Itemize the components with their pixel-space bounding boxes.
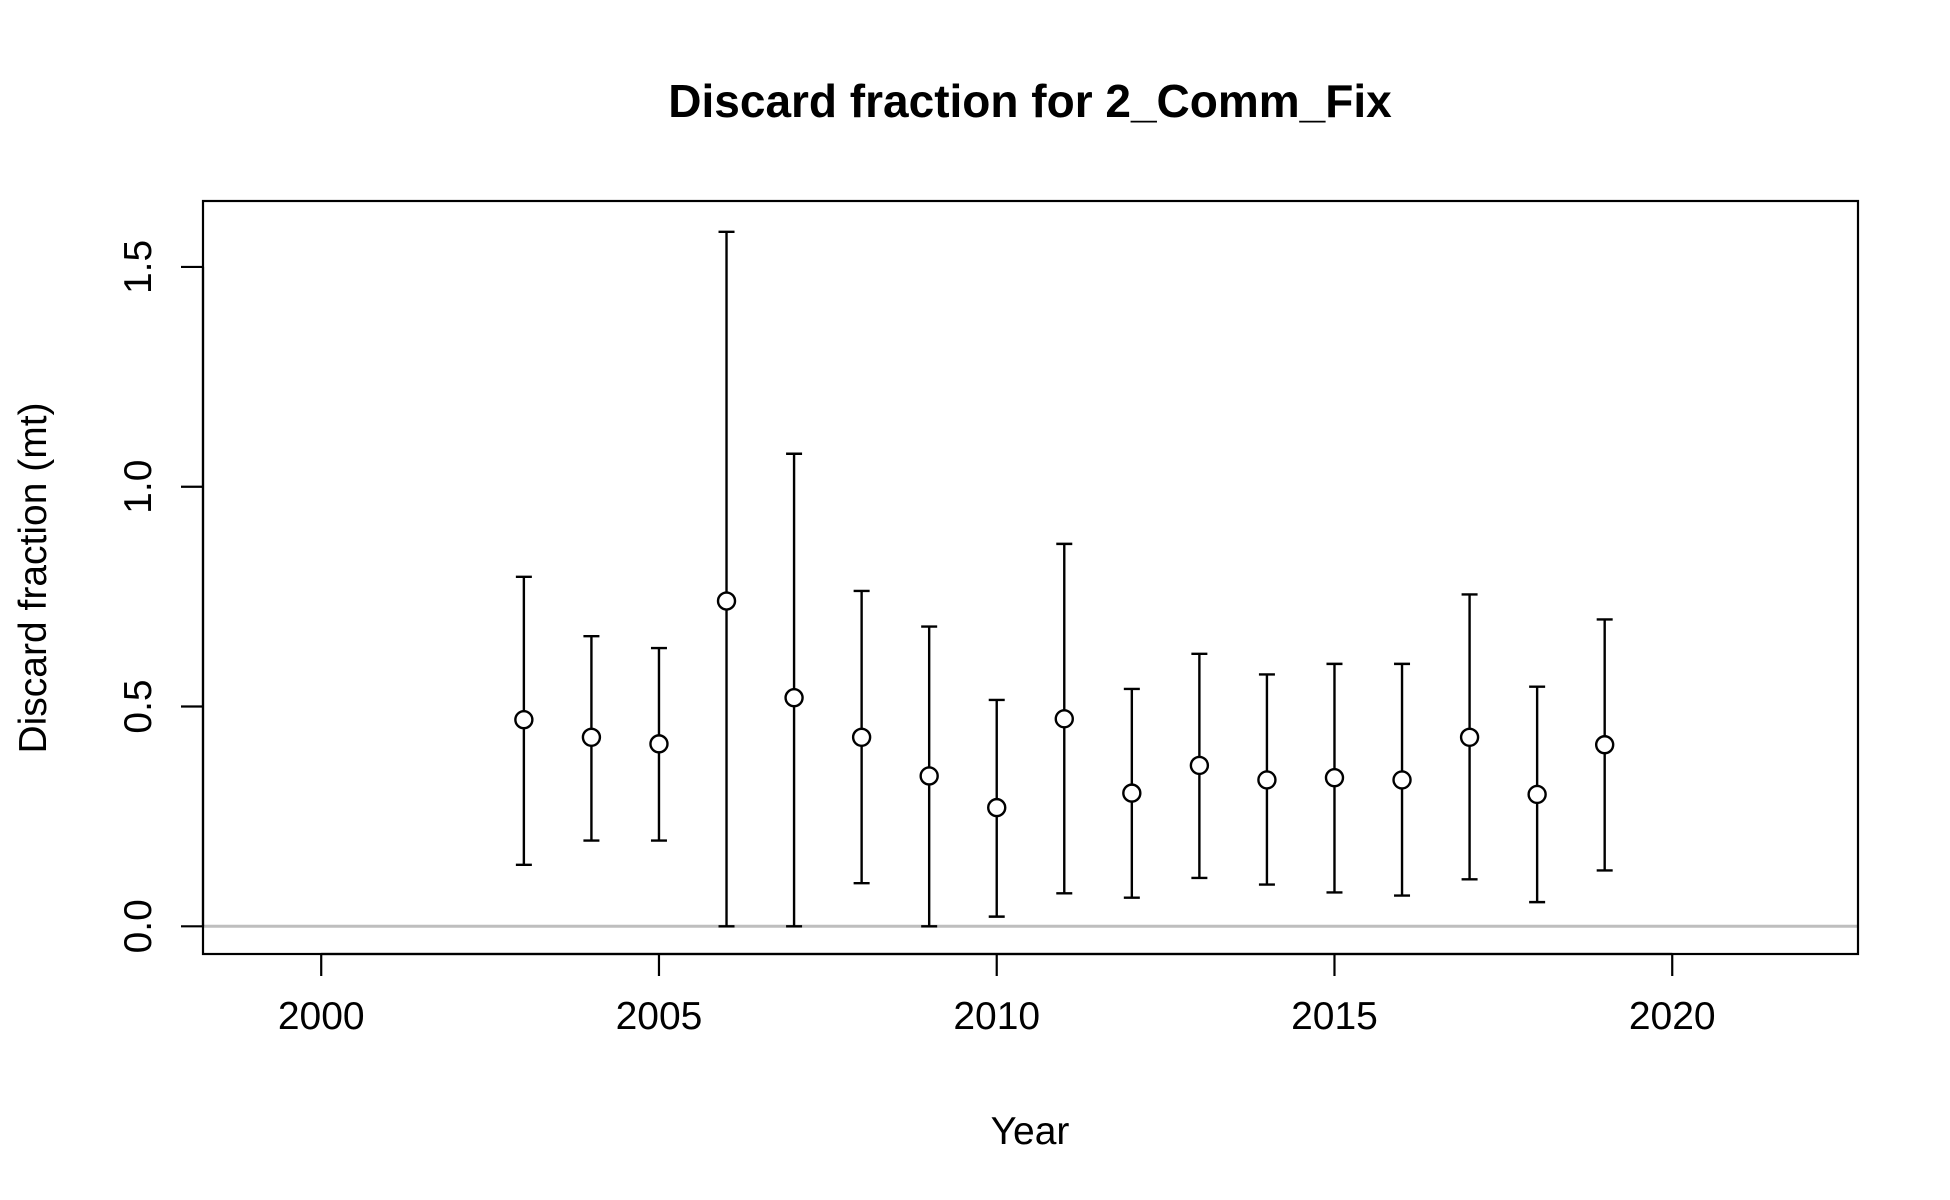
data-point (1527, 784, 1547, 805)
plot-frame (201, 199, 1860, 956)
data-point (784, 688, 804, 708)
chart-title: Discard fraction for 2_Comm_Fix (668, 75, 1392, 127)
data-point (1257, 770, 1277, 790)
y-tick-label: 0.5 (117, 679, 160, 733)
x-tick-label: 2015 (1291, 995, 1378, 1038)
series-layer (514, 230, 1615, 928)
data-point (649, 734, 669, 754)
data-point (1459, 727, 1480, 747)
y-axis-title: Discard fraction (mt) (12, 402, 55, 753)
data-point (716, 591, 737, 611)
data-point (1324, 768, 1345, 788)
x-tick-label: 2020 (1629, 995, 1716, 1038)
x-axis-title: Year (991, 1110, 1070, 1153)
data-point (514, 710, 534, 730)
data-point (1392, 770, 1412, 790)
data-point (987, 797, 1007, 818)
data-point (1594, 735, 1615, 755)
x-tick-label: 2010 (953, 995, 1040, 1038)
data-point (1122, 783, 1142, 803)
data-point (851, 727, 872, 747)
data-point (581, 727, 602, 747)
y-axis: 0.0 0.5 1.0 1.5 (117, 240, 205, 953)
y-tick-label: 1.5 (117, 240, 160, 294)
y-tick-label: 1.0 (117, 460, 160, 514)
data-point (919, 766, 939, 786)
y-tick-label: 0.0 (117, 899, 160, 953)
x-tick-label: 2005 (616, 995, 703, 1038)
data-point (1189, 755, 1210, 776)
x-tick-label: 2000 (278, 995, 365, 1038)
data-point (1054, 709, 1074, 729)
